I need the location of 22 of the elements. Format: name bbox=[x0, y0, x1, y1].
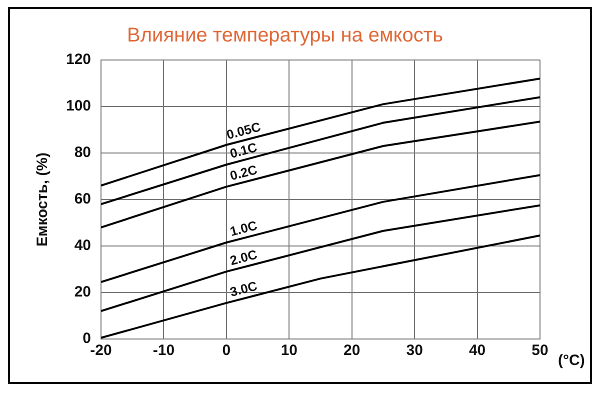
x-axis-title: (°C) bbox=[558, 352, 585, 370]
y-tick-label: 80 bbox=[74, 144, 92, 162]
x-tick-label: 10 bbox=[280, 342, 298, 360]
x-tick-label: 30 bbox=[406, 342, 423, 360]
x-tick-label: -20 bbox=[90, 342, 112, 360]
y-tick-label: 0 bbox=[82, 330, 92, 348]
y-tick-label: 120 bbox=[66, 51, 92, 68]
y-tick-label: 100 bbox=[66, 98, 92, 115]
text: 1.0C bbox=[228, 217, 260, 240]
y-tick-label: 60 bbox=[74, 190, 92, 208]
text: 2.0C bbox=[228, 246, 260, 268]
x-tick-label: -10 bbox=[152, 342, 175, 360]
x-tick-label: 40 bbox=[468, 342, 486, 360]
text: 3.0C bbox=[228, 278, 260, 300]
x-tick-label: 0 bbox=[222, 342, 231, 360]
text: 0.2C bbox=[228, 162, 260, 184]
chart-title: Влияние температуры на емкость bbox=[127, 24, 443, 47]
y-axis-title: Емкость, (%) bbox=[34, 152, 52, 246]
x-tick-label: 20 bbox=[344, 342, 360, 360]
y-tick-label: 20 bbox=[74, 284, 92, 301]
y-tick-label: 40 bbox=[74, 237, 92, 254]
x-tick-label: 50 bbox=[532, 342, 548, 360]
